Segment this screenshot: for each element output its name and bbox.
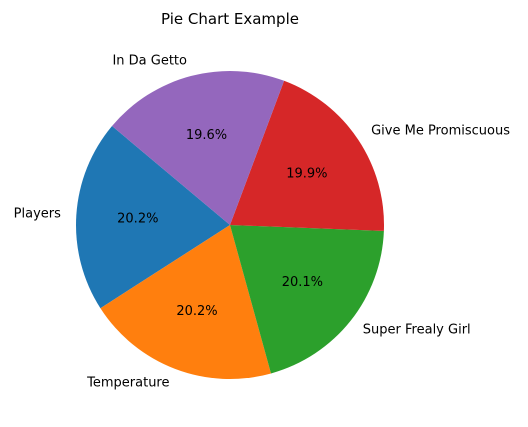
slice-label: Give Me Promiscuous <box>371 124 510 139</box>
slice-label: In Da Getto <box>112 54 187 69</box>
slice-percent-label: 20.2% <box>117 212 158 227</box>
slice-label: Super Frealy Girl <box>363 323 471 338</box>
slice-label: Players <box>14 207 61 222</box>
chart-title: Pie Chart Example <box>161 10 299 28</box>
slice-percent-label: 19.9% <box>286 166 327 181</box>
slice-percent-label: 19.6% <box>186 128 227 143</box>
slice-label: Temperature <box>86 376 169 391</box>
slice-percent-label: 20.2% <box>176 304 217 319</box>
slice-percent-label: 20.1% <box>282 275 323 290</box>
